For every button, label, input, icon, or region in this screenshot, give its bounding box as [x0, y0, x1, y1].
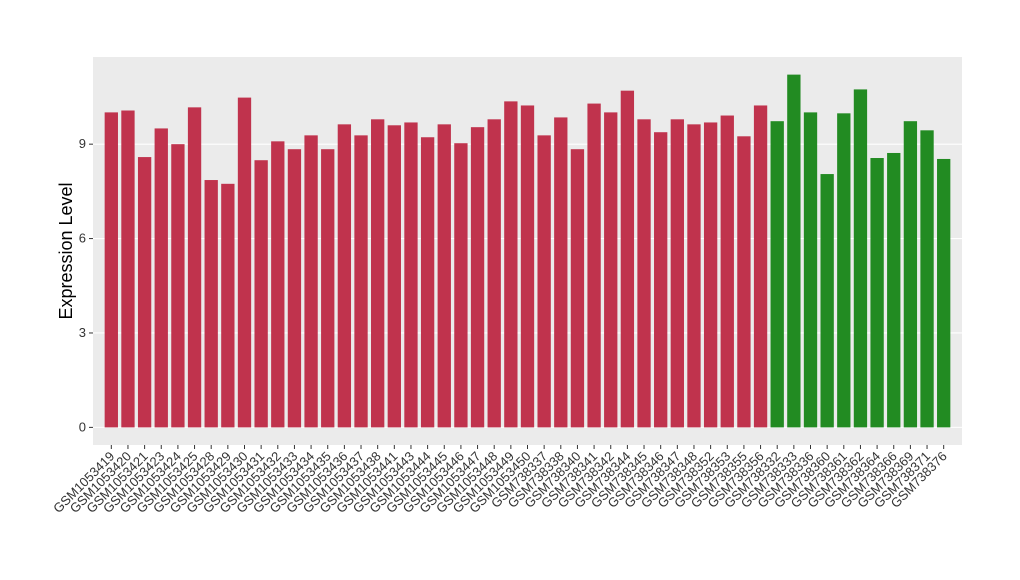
bar — [787, 74, 801, 428]
bar — [803, 112, 818, 428]
bar — [237, 97, 252, 428]
bar — [537, 135, 551, 428]
bar — [337, 124, 352, 428]
bar — [620, 90, 635, 428]
bar — [470, 127, 485, 428]
bar — [304, 135, 318, 428]
bar — [154, 128, 168, 428]
y-tick-label: 9 — [79, 136, 86, 151]
bar — [587, 103, 601, 428]
bar — [371, 119, 385, 428]
bar — [454, 143, 468, 428]
bar — [287, 149, 302, 428]
bar — [770, 121, 784, 428]
bar — [504, 101, 518, 428]
bar — [637, 119, 651, 428]
bar — [254, 160, 268, 428]
bar — [104, 112, 118, 428]
bar — [321, 149, 335, 428]
bar — [820, 174, 834, 428]
y-axis-title: Expression Level — [56, 182, 76, 319]
bar — [187, 107, 202, 428]
bar — [654, 132, 668, 428]
bar — [670, 119, 684, 428]
bar — [204, 180, 218, 428]
bar — [221, 183, 235, 428]
bar — [271, 141, 285, 428]
bar — [737, 136, 751, 428]
bar — [887, 152, 901, 428]
bar — [171, 144, 185, 428]
bar — [903, 121, 918, 428]
bar — [404, 122, 418, 428]
bar — [437, 124, 451, 428]
bar — [937, 158, 951, 428]
bar — [387, 125, 401, 428]
bar — [354, 135, 368, 428]
bar — [121, 110, 135, 428]
bar — [487, 119, 501, 428]
bar — [703, 122, 718, 428]
bar — [720, 115, 734, 428]
y-tick-label: 3 — [79, 325, 86, 340]
bar — [420, 137, 435, 428]
bar — [920, 130, 934, 428]
y-tick-label: 0 — [79, 419, 86, 434]
bar — [554, 117, 568, 428]
bar — [570, 149, 585, 428]
bar — [687, 124, 701, 428]
bar — [870, 158, 884, 428]
bar — [853, 89, 868, 428]
bar — [604, 112, 618, 428]
y-tick-label: 6 — [79, 231, 86, 246]
bar — [137, 157, 152, 428]
bar — [520, 105, 535, 428]
bar — [837, 113, 851, 428]
bar — [753, 105, 768, 428]
